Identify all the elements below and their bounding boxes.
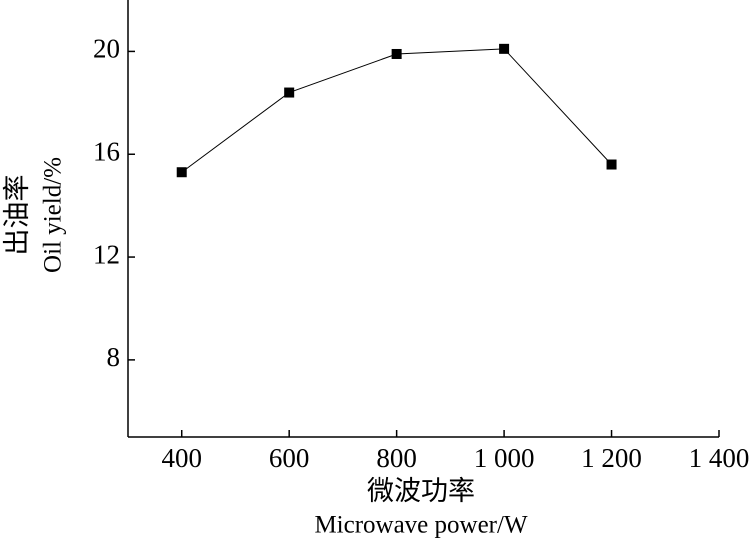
x-tick-label: 1 400 xyxy=(689,443,750,473)
y-tick-label: 8 xyxy=(107,342,121,372)
x-axis-label: Microwave power/W xyxy=(314,512,528,539)
x-tick-label: 400 xyxy=(161,443,202,473)
y-tick-label: 20 xyxy=(93,34,120,64)
data-point xyxy=(176,167,187,178)
y-axis-label: Oil yield/% xyxy=(40,157,67,273)
y-tick-label: 16 xyxy=(93,136,120,166)
data-line xyxy=(181,48,612,173)
data-point xyxy=(606,159,617,170)
y-axis-label: 出油率 xyxy=(2,175,32,256)
data-point xyxy=(499,43,510,54)
x-tick-label: 600 xyxy=(269,443,310,473)
x-tick-label: 1 200 xyxy=(581,443,642,473)
data-point xyxy=(391,48,402,59)
x-tick-label: 1 000 xyxy=(474,443,535,473)
y-tick-label: 12 xyxy=(93,239,120,269)
data-point xyxy=(284,87,295,98)
x-axis-label: 微波功率 xyxy=(367,476,475,506)
x-tick-label: 800 xyxy=(376,443,417,473)
